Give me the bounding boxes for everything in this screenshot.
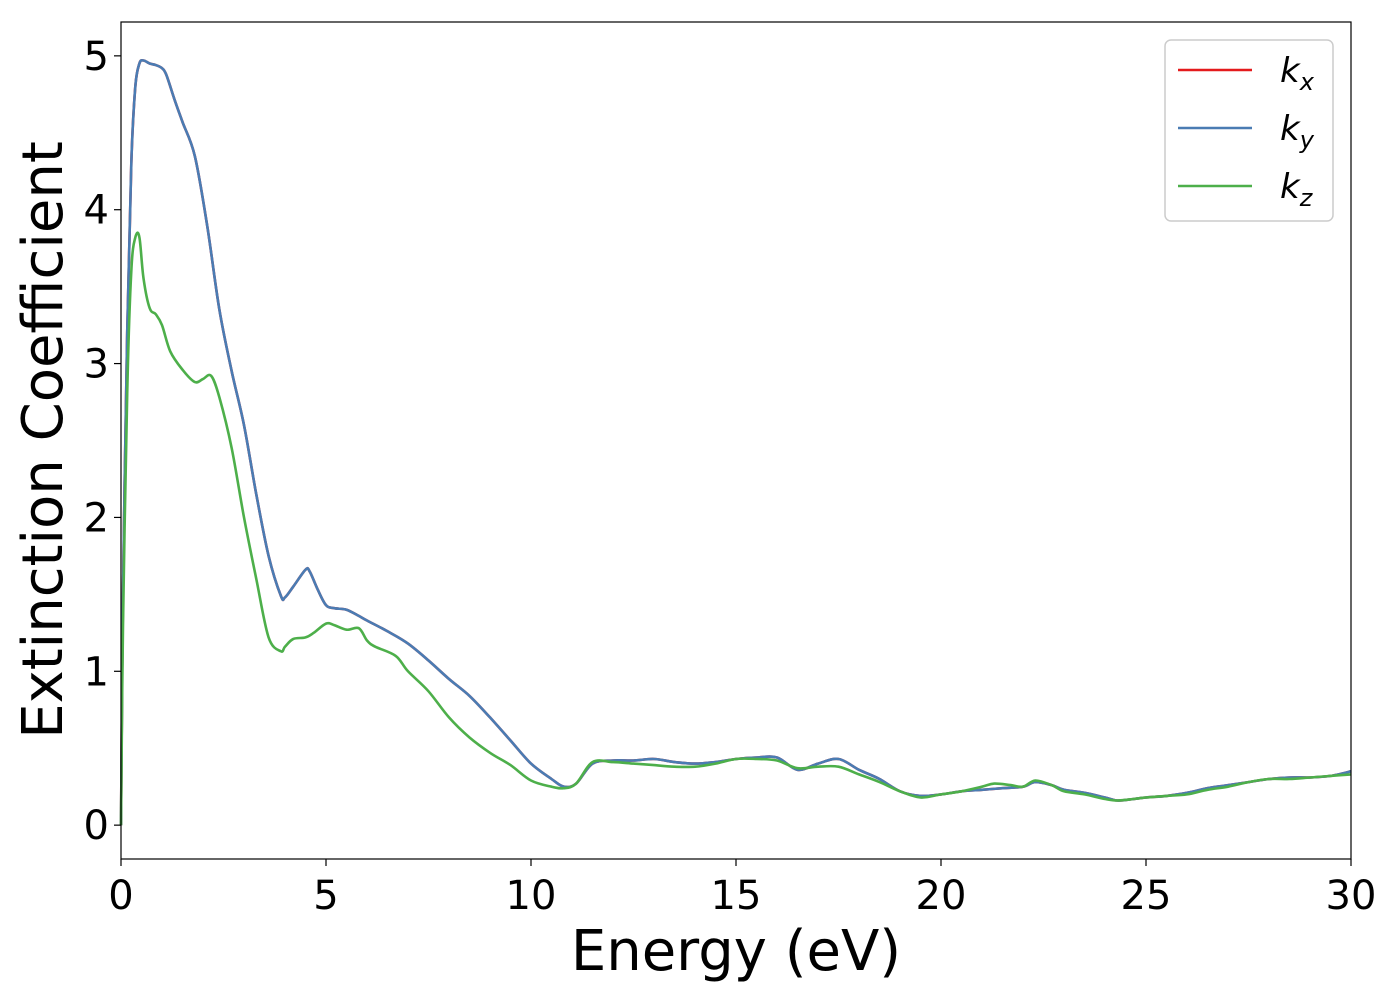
x-axis-ticks: 0 5 10 15 20 25 30 — [108, 859, 1376, 919]
x-axis-label: Energy (eV) — [571, 919, 901, 984]
y-tick-label: 5 — [84, 34, 109, 80]
x-tick-label: 25 — [1121, 873, 1172, 919]
plot-lines — [119, 59, 1352, 826]
y-axis-ticks: 0 1 2 3 4 5 — [84, 34, 121, 849]
x-tick-label: 10 — [506, 873, 557, 919]
y-axis-label: Extinction Coefficient — [11, 141, 76, 739]
x-tick-label: 5 — [313, 873, 338, 919]
x-tick-label: 20 — [916, 873, 967, 919]
y-tick-label: 3 — [84, 342, 109, 388]
x-tick-label: 15 — [711, 873, 762, 919]
x-tick-label: 30 — [1326, 873, 1377, 919]
y-tick-label: 1 — [84, 649, 109, 695]
y-tick-label: 4 — [84, 188, 109, 234]
series-line-y — [119, 59, 1352, 826]
series-line-z — [119, 231, 1352, 826]
x-tick-label: 0 — [108, 873, 133, 919]
y-tick-label: 0 — [84, 803, 109, 849]
y-tick-label: 2 — [84, 495, 109, 541]
legend-box — [1164, 39, 1334, 222]
